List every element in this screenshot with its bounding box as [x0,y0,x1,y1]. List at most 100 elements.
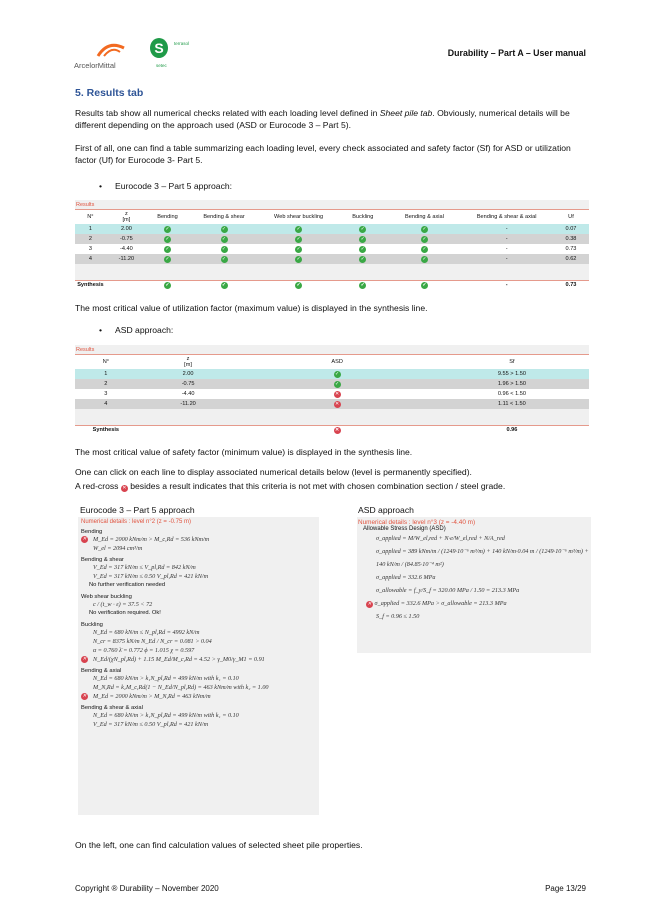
column-header: Sf [434,355,589,369]
red-cross-icon: ✕ [120,485,128,492]
check-icon: ✓ [359,245,367,253]
check-icon: ✓ [295,235,303,243]
cell: ✓ [260,280,338,290]
paragraph-5: One can click on each line to display as… [75,467,472,477]
cell: ✕ [239,425,435,435]
section-heading: Buckling [81,622,103,628]
table-row[interactable]: 2 -0.75 ✓ ✓ ✓ ✓ ✓ -0.38 [75,234,589,244]
asd-details-panel: Numerical details : level n°3 (z = -4.40… [357,517,591,653]
cell: -4.40 [105,244,147,254]
check-section: Web shear buckling c / (t_w · ε) = 37.5 <… [81,594,316,618]
cell: Synthesis [75,425,137,435]
cell: ✓ [188,224,260,234]
column-header: N° [75,355,137,369]
cell: - [460,254,553,264]
cross-icon: ✕ [81,693,88,700]
check-icon: ✓ [333,370,341,378]
cell: - [460,234,553,244]
formula-text: V_Ed = 317 kN/m ≤ V_pl,Rd = 842 kN/m [93,564,196,571]
cell: -11.20 [105,254,147,264]
column-header: Bending [146,210,189,224]
column-header: Bending & shear [188,210,260,224]
column-header: Web shear buckling [260,210,338,224]
cell: ✓ [337,224,389,234]
cell: 2 [75,234,106,244]
check-section: Bending & axial N_Ed = 680 kN/m > k₁N_pl,… [81,668,316,701]
formula-line: ✕ σ_applied = 332.6 MPa > σ_allowable = … [366,597,590,610]
check-icon: ✓ [163,245,171,253]
synthesis-row[interactable]: Synthesis ✕ 0.96 [75,425,589,435]
cross-icon: ✕ [366,601,373,608]
section-heading: Bending [81,529,103,535]
table-row[interactable]: 1 2.00 ✓ 9.55 > 1.50 [75,369,589,379]
check-icon: ✓ [220,235,228,243]
check-icon: ✓ [359,225,367,233]
cell: ✓ [388,254,461,264]
formula-text: σ_allowable = f_y/S_f = 320.00 MPa / 1.5… [376,587,520,594]
formula-text: S_f = 0.96 ≤ 1.50 [376,613,420,620]
arcelormittal-logo: ArcelorMittal [74,38,146,70]
formula-line: ✕ N_Ed/(χN_pl,Rd) + 1.15 M_Ed/M_c,Rd = 4.… [81,655,316,664]
table-row[interactable]: 2 -0.75 ✓ 1.96 > 1.50 [75,379,589,389]
cross-icon: ✕ [81,536,88,543]
footer-page-number: Page 13/29 [545,884,586,893]
check-icon: ✓ [163,235,171,243]
results-table-asd: Results N° z [m] ASD Sf 1 2.00 ✓ 9.55 > 1.50 2 -0.… [75,345,589,435]
asd-panel-title: ASD approach [358,505,414,515]
check-icon: ✓ [163,225,171,233]
formula-line: N_Ed = 680 kN/m > k₁N_pl,Rd = 499 kN/m w… [81,674,316,683]
formula-text: M_Ed = 2000 kNm/m > M_N,Rd = 463 kNm/m [93,693,211,700]
table-row[interactable]: 4 -11.20 ✕ 1.11 < 1.50 [75,399,589,409]
formula-text: N_cr = 8375 kN/m N_Ed / N_cr = 0.081 > 0… [93,638,212,645]
cell: 3 [75,389,137,399]
synthesis-row[interactable]: Synthesis ✓ ✓ ✓ ✓ ✓ -0.73 [75,280,589,290]
check-icon: ✓ [220,245,228,253]
cell: 3 [75,244,106,254]
cell: 0.38 [552,234,589,244]
cell: - [460,280,553,290]
cell: ✓ [388,234,461,244]
cell: ✓ [388,280,461,290]
cell: ✓ [239,379,435,389]
formula-line: σ_applied = 389 kNm/m / (1249·10⁻⁶ m³/m)… [366,545,590,571]
formula-line: V_Ed = 317 kN/m ≤ 0.50 V_pl,Rd = 421 kN/… [81,720,316,729]
formula-text: M_Ed = 2000 kNm/m > M_c,Rd = 536 kNm/m [93,536,210,543]
cell: 0.96 < 1.50 [434,389,589,399]
cell: 1.96 > 1.50 [434,379,589,389]
panel-subtitle: Numerical details : level n°2 (z = -0.75… [81,519,191,525]
formula-line: α = 0.760 λ̄ = 0.772 ϕ = 1.015 χ = 0.597 [81,646,316,655]
table-caption: Results [75,345,589,355]
formula-text: σ_applied = 389 kNm/m / (1249·10⁻⁶ m³/m)… [376,548,589,568]
check-icon: ✓ [295,255,303,263]
cell: 1 [75,224,106,234]
formula-text: c / (t_w · ε) = 37.5 < 72 [93,601,153,608]
check-section: Bending & shear & axial N_Ed = 680 kN/m >… [81,705,316,729]
formula-text: α = 0.760 λ̄ = 0.772 ϕ = 1.015 χ = 0.597 [93,647,195,654]
table-row[interactable]: 3 -4.40 ✓ ✓ ✓ ✓ ✓ -0.73 [75,244,589,254]
cell: ✓ [337,280,389,290]
cell: 0.07 [552,224,589,234]
formula-line: W_el = 2094 cm³/m [81,544,316,553]
formula-text: W_el = 2094 cm³/m [93,545,143,552]
table-row[interactable]: 1 2.00 ✓ ✓ ✓ ✓ ✓ -0.07 [75,224,589,234]
paragraph-6: A red-cross ✕ besides a result indicates… [75,481,505,493]
section-heading: Bending & axial [81,668,122,674]
cross-icon: ✕ [333,426,341,434]
cross-icon: ✕ [81,656,88,663]
emphasis: Sheet pile tab [379,108,433,118]
table-header: N° z [m] ASD Sf [75,355,589,369]
check-section: Bending & shear V_Ed = 317 kN/m ≤ V_pl,Rd… [81,557,316,590]
formula-text: N_Ed = 680 kN/m ≤ N_pl,Rd = 4992 kN/m [93,629,200,636]
formula-text: No further verification needed [89,582,166,588]
asd-heading: Allowable Stress Design (ASD) [363,526,446,532]
table-row[interactable]: 4 -11.20 ✓ ✓ ✓ ✓ ✓ -0.62 [75,254,589,264]
section-heading: Web shear buckling [81,594,132,600]
check-icon: ✓ [220,225,228,233]
column-header: Buckling [337,210,389,224]
cell: 1 [75,369,137,379]
terrasol-setec-logo: S terrasol setec [150,38,200,78]
cell [105,280,147,290]
table-row[interactable]: 3 -4.40 ✕ 0.96 < 1.50 [75,389,589,399]
cell: -0.75 [105,234,147,244]
cell: ✓ [260,234,338,244]
